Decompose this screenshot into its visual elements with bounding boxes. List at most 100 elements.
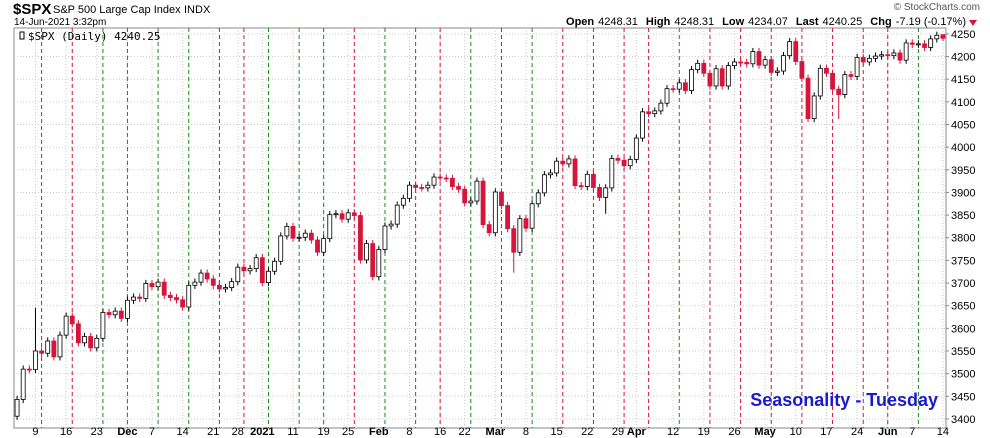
candle-body <box>131 296 136 301</box>
exchange: INDX <box>184 4 211 16</box>
quote-value: 4248.31 <box>598 16 638 28</box>
candle-body <box>82 336 87 344</box>
candle-body <box>272 260 277 272</box>
quote-value: 4248.31 <box>674 16 714 28</box>
candle-body <box>842 74 848 95</box>
candle-body <box>689 69 694 91</box>
y-tick-label: 3500 <box>951 369 975 381</box>
y-tick-label: 3450 <box>951 391 975 403</box>
candle-body <box>578 185 584 188</box>
candle-body <box>554 160 560 174</box>
candle-body <box>118 310 124 319</box>
candle-body <box>456 186 461 190</box>
x-tick-label: 26 <box>728 426 740 438</box>
candle-body <box>339 213 345 220</box>
x-tick-label: 7 <box>909 426 915 438</box>
candle-body <box>400 197 406 206</box>
candle-body <box>413 184 419 188</box>
y-tick-label: 3850 <box>951 210 975 222</box>
candle-body <box>143 283 149 299</box>
candle-body <box>505 205 510 230</box>
candle-body <box>928 38 934 48</box>
y-tick-label: 3600 <box>951 323 975 335</box>
candle-body <box>376 249 382 278</box>
quote: Open 4248.31 High 4248.31 Low 4234.07 Last 4240… <box>566 16 966 28</box>
candle-body <box>725 65 731 87</box>
candle-body <box>388 223 394 227</box>
candle-body <box>327 214 333 240</box>
candle-body <box>787 41 793 57</box>
candle-body <box>198 272 204 283</box>
candle-body <box>676 82 682 90</box>
candle-body <box>523 218 529 229</box>
candle-body <box>584 173 590 187</box>
x-tick-label: 10 <box>790 426 802 438</box>
x-tick-label: 22 <box>581 426 593 438</box>
candle-body <box>296 236 302 239</box>
quote-label: Last <box>796 16 819 28</box>
candle-body <box>69 315 75 325</box>
candle-body <box>149 283 155 288</box>
x-tick-label: 16 <box>60 426 72 438</box>
x-tick-label: Mar <box>486 426 506 438</box>
x-tick-label: 25 <box>342 426 354 438</box>
candle-body <box>284 226 290 237</box>
candle-body <box>916 43 921 46</box>
copyright: © StockCharts.com <box>894 2 980 13</box>
candle-body <box>217 284 222 290</box>
y-tick-label: 3700 <box>951 278 975 290</box>
quote-label: High <box>646 16 671 28</box>
x-tick-label: 8 <box>523 426 529 438</box>
candle-body <box>897 52 903 61</box>
x-tick-label: 24 <box>851 426 863 438</box>
x-tick-label: Jun <box>878 426 898 438</box>
candle-body <box>768 59 774 73</box>
x-tick-label: 17 <box>820 426 832 438</box>
candle-body <box>640 111 645 139</box>
candle-body <box>854 57 860 77</box>
candle-body <box>450 177 455 187</box>
x-tick-label: 14 <box>176 426 188 438</box>
candle-body <box>615 158 621 161</box>
candle-body <box>695 62 701 71</box>
candle-body <box>591 173 596 188</box>
candle-body <box>517 218 523 253</box>
candle-body <box>259 257 265 283</box>
legend: $SPX (Daily) 4240.25 <box>28 30 160 43</box>
candle-body <box>860 57 866 63</box>
y-tick-label: 3650 <box>951 301 975 313</box>
candle-body <box>566 158 572 165</box>
y-tick-label: 3400 <box>951 414 975 426</box>
candle-body <box>683 82 688 91</box>
candle-body <box>106 312 112 316</box>
candle-body <box>658 102 664 112</box>
x-tick-label: Feb <box>369 426 389 438</box>
candle-body <box>419 187 425 189</box>
x-tick-label: 7 <box>149 426 155 438</box>
quote-value: -7.19 (-0.17%) <box>896 16 966 28</box>
change-arrow <box>969 20 977 26</box>
candle-body <box>333 213 339 216</box>
candle-body <box>866 57 872 63</box>
y-tick-label: 3900 <box>951 187 975 199</box>
candle-body <box>94 337 100 349</box>
x-tick-label: 29 <box>612 426 624 438</box>
candle-body <box>468 200 474 204</box>
candle-body <box>572 158 578 187</box>
candle-body <box>26 368 32 371</box>
candle-body <box>922 43 927 48</box>
candle-body <box>14 399 20 417</box>
candle-body <box>719 68 725 87</box>
candle-body <box>541 174 547 194</box>
candle-body <box>174 297 179 301</box>
candle-body <box>732 61 737 66</box>
candle-body <box>633 137 639 160</box>
candle-body <box>909 42 915 45</box>
candle-body <box>407 184 412 199</box>
candle-body <box>462 188 468 204</box>
subtitle: S&P 500 Large Cap Index <box>53 4 181 16</box>
y-tick-label: 3550 <box>951 346 975 358</box>
candle-body <box>315 239 320 253</box>
candle-body <box>756 51 762 66</box>
candle-body <box>88 336 94 349</box>
